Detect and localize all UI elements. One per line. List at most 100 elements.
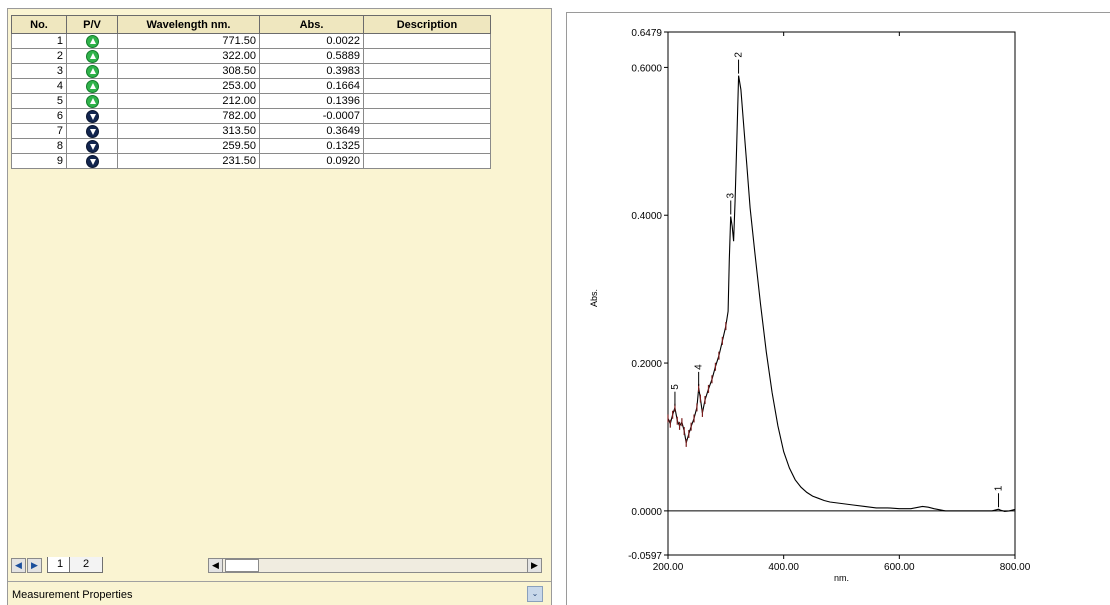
peak-label: 1: [994, 485, 1005, 491]
cell-wavelength[interactable]: 771.50: [117, 33, 260, 49]
cell-no[interactable]: 8: [11, 138, 67, 154]
cell-description[interactable]: [363, 33, 491, 49]
arrow-right-icon: ▶: [31, 560, 38, 570]
cell-abs[interactable]: -0.0007: [259, 108, 364, 124]
cell-abs[interactable]: 0.0022: [259, 33, 364, 49]
x-tick-label: 800.00: [1000, 562, 1031, 573]
cell-wavelength[interactable]: 259.50: [117, 138, 260, 154]
y-axis-label: Abs.: [589, 289, 599, 307]
valley-arrow-down-icon: [85, 139, 99, 153]
peak-arrow-up-icon: [85, 64, 99, 78]
valley-arrow-down-icon: [85, 154, 99, 168]
cell-description[interactable]: [363, 48, 491, 64]
column-header-description[interactable]: Description: [363, 15, 491, 34]
peak-label: 4: [694, 364, 705, 370]
y-tick-label: 0.6000: [631, 63, 662, 74]
cell-description[interactable]: [363, 63, 491, 79]
peak-arrow-up-icon: [85, 94, 99, 108]
tab-next-button[interactable]: ▶: [27, 558, 42, 573]
cell-wavelength[interactable]: 322.00: [117, 48, 260, 64]
cell-abs[interactable]: 0.1325: [259, 138, 364, 154]
cell-no[interactable]: 5: [11, 93, 67, 109]
cell-wavelength[interactable]: 313.50: [117, 123, 260, 139]
cell-pv[interactable]: [66, 93, 118, 109]
peak-table-pane: No. P/V Wavelength nm. Abs. Description …: [7, 8, 552, 605]
y-tick-label: 0.4000: [631, 211, 662, 222]
cell-no[interactable]: 7: [11, 123, 67, 139]
scrollbar-thumb[interactable]: [225, 559, 259, 572]
peak-label: 5: [670, 384, 681, 390]
peak-arrow-up-icon: [85, 79, 99, 93]
scroll-left-button[interactable]: ◀: [209, 559, 223, 572]
cell-abs[interactable]: 0.1396: [259, 93, 364, 109]
cell-description[interactable]: [363, 138, 491, 154]
cell-no[interactable]: 2: [11, 48, 67, 64]
cell-description[interactable]: [363, 123, 491, 139]
horizontal-scrollbar[interactable]: ◀ ▶: [208, 558, 542, 573]
cell-description[interactable]: [363, 108, 491, 124]
cell-pv[interactable]: [66, 48, 118, 64]
arrow-left-icon: ◀: [15, 560, 22, 570]
table-row[interactable]: 8 259.50 0.1325: [11, 138, 491, 154]
cell-pv[interactable]: [66, 78, 118, 94]
cell-no[interactable]: 9: [11, 153, 67, 169]
y-tick-label: 0.6479: [631, 28, 662, 39]
valley-arrow-down-icon: [85, 124, 99, 138]
cell-abs[interactable]: 0.3983: [259, 63, 364, 79]
table-row[interactable]: 7 313.50 0.3649: [11, 123, 491, 139]
table-row[interactable]: 6 782.00 -0.0007: [11, 108, 491, 124]
peak-arrow-up-icon: [85, 49, 99, 63]
column-header-pv[interactable]: P/V: [66, 15, 118, 34]
cell-description[interactable]: [363, 93, 491, 109]
x-axis-label: nm.: [834, 573, 849, 583]
scroll-right-button[interactable]: ▶: [527, 559, 541, 572]
arrow-right-icon: ▶: [531, 560, 538, 570]
spectrum-graph-pane: -0.0597 0.0000 0.2000 0.4000 0.6000 0.6479 200…: [566, 12, 1110, 605]
cell-abs[interactable]: 0.5889: [259, 48, 364, 64]
cell-description[interactable]: [363, 153, 491, 169]
cell-pv[interactable]: [66, 153, 118, 169]
peak-table: No. P/V Wavelength nm. Abs. Description …: [11, 15, 491, 169]
cell-pv[interactable]: [66, 63, 118, 79]
peak-label: 3: [726, 192, 737, 198]
cell-abs[interactable]: 0.3649: [259, 123, 364, 139]
y-tick-label: -0.0597: [628, 551, 662, 562]
tab-sheet-2[interactable]: 2: [69, 557, 103, 573]
cell-pv[interactable]: [66, 33, 118, 49]
cell-no[interactable]: 4: [11, 78, 67, 94]
cell-pv[interactable]: [66, 138, 118, 154]
cell-pv[interactable]: [66, 108, 118, 124]
spectrum-chart: -0.0597 0.0000 0.2000 0.4000 0.6000 0.6479 200…: [589, 28, 1031, 583]
cell-pv[interactable]: [66, 123, 118, 139]
column-header-abs[interactable]: Abs.: [259, 15, 364, 34]
cell-wavelength[interactable]: 212.00: [117, 93, 260, 109]
tab-prev-button[interactable]: ◀: [11, 558, 26, 573]
column-header-no[interactable]: No.: [11, 15, 67, 34]
cell-description[interactable]: [363, 78, 491, 94]
table-row[interactable]: 3 308.50 0.3983: [11, 63, 491, 79]
y-tick-label: 0.2000: [631, 359, 662, 370]
double-chevron-down-icon[interactable]: ⌄: [527, 586, 543, 602]
cell-wavelength[interactable]: 308.50: [117, 63, 260, 79]
measurement-properties-label: Measurement Properties: [12, 589, 133, 601]
cell-wavelength[interactable]: 231.50: [117, 153, 260, 169]
spectrum-line: [667, 75, 1016, 512]
cell-wavelength[interactable]: 253.00: [117, 78, 260, 94]
table-row[interactable]: 9 231.50 0.0920: [11, 153, 491, 169]
cell-wavelength[interactable]: 782.00: [117, 108, 260, 124]
table-row[interactable]: 5 212.00 0.1396: [11, 93, 491, 109]
cell-no[interactable]: 3: [11, 63, 67, 79]
table-row[interactable]: 4 253.00 0.1664: [11, 78, 491, 94]
cell-abs[interactable]: 0.0920: [259, 153, 364, 169]
column-header-wavelength[interactable]: Wavelength nm.: [117, 15, 260, 34]
cell-no[interactable]: 6: [11, 108, 67, 124]
table-row[interactable]: 1 771.50 0.0022: [11, 33, 491, 49]
y-tick-label: 0.0000: [631, 507, 662, 518]
x-tick-label: 200.00: [653, 562, 684, 573]
valley-arrow-down-icon: [85, 109, 99, 123]
x-tick-label: 400.00: [768, 562, 799, 573]
cell-no[interactable]: 1: [11, 33, 67, 49]
peak-arrow-up-icon: [85, 34, 99, 48]
cell-abs[interactable]: 0.1664: [259, 78, 364, 94]
table-row[interactable]: 2 322.00 0.5889: [11, 48, 491, 64]
